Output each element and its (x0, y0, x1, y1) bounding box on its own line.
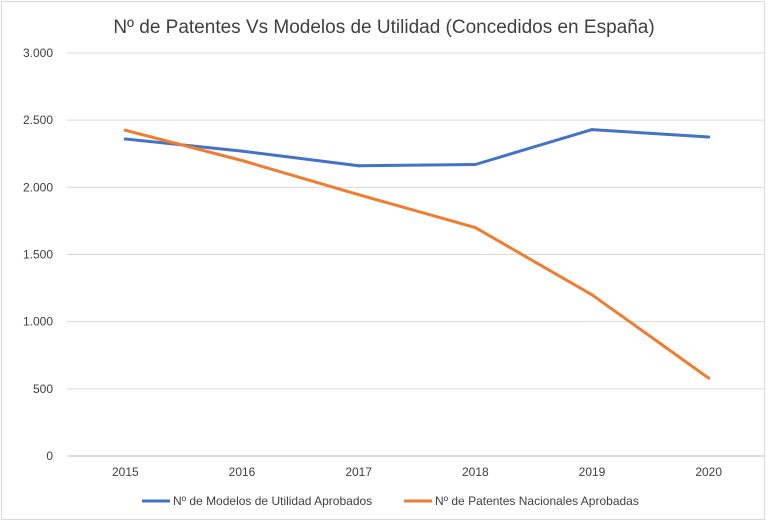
data-point-s1-3 (473, 226, 477, 230)
legend-label: Nº de Patentes Nacionales Aprobadas (435, 494, 639, 508)
data-point-s0-2 (357, 164, 361, 168)
chart-title: Nº de Patentes Vs Modelos de Utilidad (C… (113, 17, 654, 38)
y-tick-label: 2.000 (23, 180, 53, 194)
data-point-s1-1 (240, 158, 244, 162)
series-lines (123, 128, 711, 380)
legend-item-0: Nº de Modelos de Utilidad Aprobados (142, 494, 372, 508)
y-tick-label: 1.500 (23, 248, 53, 262)
series-line-1 (123, 128, 711, 380)
series-line-0 (123, 128, 711, 168)
gridlines (67, 52, 764, 457)
x-axis-ticks: 2015 2016 2017 2018 2019 2020 (112, 465, 722, 479)
x-tick-label: 2018 (462, 465, 489, 479)
x-tick-label: 2016 (229, 465, 256, 479)
x-tick-label: 2019 (579, 465, 606, 479)
legend-item-1: Nº de Patentes Nacionales Aprobadas (404, 494, 639, 508)
x-tick-label: 2017 (345, 465, 372, 479)
data-point-s1-4 (590, 293, 594, 297)
data-point-s0-0 (123, 137, 127, 141)
x-tick-label: 2020 (695, 465, 722, 479)
legend-label: Nº de Modelos de Utilidad Aprobados (173, 494, 372, 508)
y-tick-label: 3.000 (23, 46, 53, 60)
data-point-s1-2 (357, 193, 361, 197)
y-axis-ticks: 0 500 1.000 1.500 2.000 2.500 3.000 (23, 46, 53, 463)
y-tick-label: 2.500 (23, 113, 53, 127)
data-point-s1-5 (707, 376, 711, 380)
data-point-s0-1 (240, 149, 244, 153)
legend: Nº de Modelos de Utilidad Aprobados Nº de… (142, 494, 639, 508)
data-point-s0-5 (707, 135, 711, 139)
y-tick-label: 500 (33, 382, 53, 396)
data-point-s1-0 (123, 128, 127, 132)
data-point-s0-3 (473, 162, 477, 166)
x-tick-label: 2015 (112, 465, 139, 479)
y-tick-label: 0 (46, 449, 53, 463)
y-tick-label: 1.000 (23, 315, 53, 329)
data-point-s0-4 (590, 128, 594, 132)
